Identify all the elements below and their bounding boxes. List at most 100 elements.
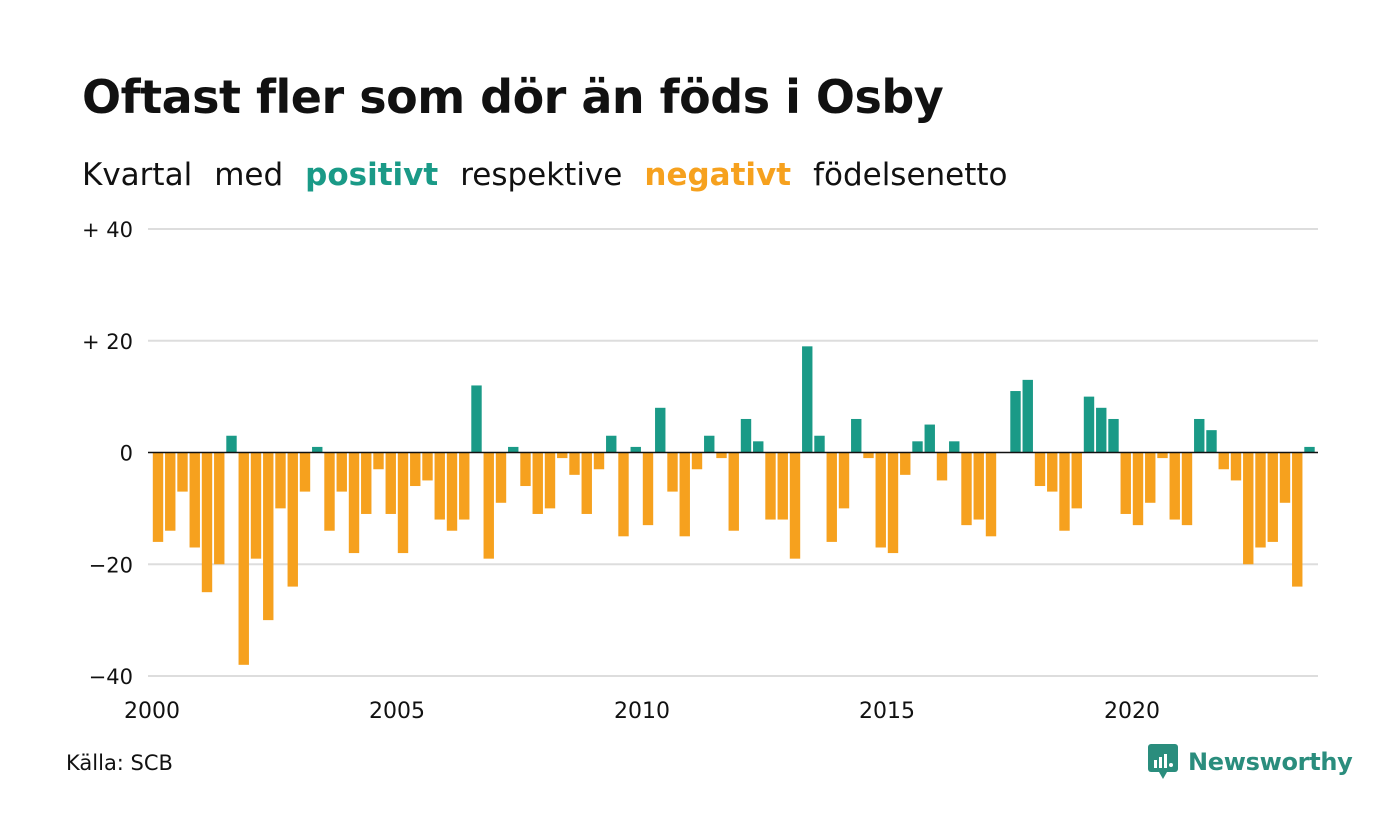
bar xyxy=(1218,452,1229,470)
bar xyxy=(189,452,200,548)
bar xyxy=(679,452,690,537)
bar xyxy=(1071,452,1082,509)
bar xyxy=(275,452,286,509)
bar xyxy=(1279,452,1291,503)
bar xyxy=(789,452,801,559)
bar xyxy=(1267,452,1278,542)
bar xyxy=(422,452,433,481)
bar xyxy=(642,452,654,526)
bar xyxy=(569,452,580,475)
bar xyxy=(581,452,592,514)
bar xyxy=(434,452,445,520)
bar xyxy=(1230,452,1242,481)
bar xyxy=(312,446,323,453)
bar xyxy=(508,446,519,453)
y-tick-label: + 20 xyxy=(82,330,133,354)
bar xyxy=(1010,391,1021,453)
bar xyxy=(961,452,972,526)
bar xyxy=(238,452,249,665)
bar xyxy=(1034,452,1046,487)
brand-logo: Newsworthy xyxy=(1148,744,1353,780)
bar xyxy=(765,452,776,520)
bar xyxy=(201,452,213,593)
bar xyxy=(802,346,813,453)
bar xyxy=(973,452,984,520)
bar xyxy=(1194,418,1205,453)
x-tick-label: 2000 xyxy=(124,699,180,724)
subtitle-part: Kvartal xyxy=(82,157,193,193)
bar xyxy=(471,385,482,453)
bar xyxy=(336,452,347,492)
bar xyxy=(1181,452,1193,526)
bar xyxy=(704,435,715,453)
bar xyxy=(1022,379,1033,453)
bar xyxy=(826,452,837,542)
bar xyxy=(397,452,409,554)
bar xyxy=(410,452,421,487)
bar xyxy=(520,452,531,487)
y-tick-label: 0 xyxy=(120,442,133,466)
bar xyxy=(1132,452,1144,526)
bar xyxy=(299,452,311,492)
bar xyxy=(1096,407,1107,453)
bar xyxy=(728,452,739,531)
y-tick-label: −20 xyxy=(89,553,133,577)
source-note: Källa: SCB xyxy=(66,751,173,775)
bar xyxy=(165,452,176,531)
x-tick-label: 2005 xyxy=(369,699,425,724)
x-tick-label: 2020 xyxy=(1104,699,1160,724)
bar xyxy=(373,452,384,470)
y-tick-label: + 40 xyxy=(82,218,133,242)
bar xyxy=(385,452,396,514)
bar xyxy=(532,452,543,514)
bar xyxy=(1255,452,1266,548)
bar xyxy=(875,452,886,548)
bar xyxy=(1083,396,1095,453)
bar xyxy=(630,446,641,453)
subtitle-negative-label: negativt xyxy=(644,157,792,193)
bar xyxy=(1304,446,1315,453)
subtitle-positive-label: positivt xyxy=(305,157,439,193)
bar xyxy=(777,452,788,520)
chart-subtitle: Kvartal med positivt respektive negativt föde… xyxy=(82,157,1030,193)
bar xyxy=(1157,452,1168,459)
bar xyxy=(348,452,360,554)
bar xyxy=(152,452,164,542)
y-tick-label: −40 xyxy=(89,665,133,689)
bar xyxy=(936,452,948,481)
bar xyxy=(1169,452,1180,520)
subtitle-part: med xyxy=(214,157,284,193)
bar xyxy=(985,452,997,537)
bar xyxy=(1047,452,1058,492)
bar xyxy=(900,452,911,475)
newsworthy-logo-icon xyxy=(1148,744,1178,779)
bar xyxy=(214,452,225,565)
bar xyxy=(618,452,629,537)
bar xyxy=(1059,452,1070,531)
x-tick-label: 2015 xyxy=(859,699,915,724)
bar xyxy=(1206,430,1217,453)
bar xyxy=(287,452,298,587)
bar xyxy=(495,452,507,503)
bar xyxy=(863,452,874,459)
bar xyxy=(1108,418,1119,453)
bar xyxy=(887,452,899,554)
bar xyxy=(838,452,850,509)
bar xyxy=(1292,452,1303,587)
bar xyxy=(459,452,470,520)
bar xyxy=(740,418,752,453)
bar xyxy=(446,452,458,531)
bar xyxy=(924,424,935,453)
bar xyxy=(544,452,556,509)
bar xyxy=(324,452,335,531)
bar xyxy=(263,452,274,621)
bar xyxy=(949,441,960,453)
bar xyxy=(606,435,617,453)
bar xyxy=(177,452,188,492)
bar xyxy=(250,452,262,559)
bar xyxy=(557,452,568,459)
bar xyxy=(1145,452,1156,503)
subtitle-part: respektive xyxy=(460,157,623,193)
bar xyxy=(753,441,764,453)
